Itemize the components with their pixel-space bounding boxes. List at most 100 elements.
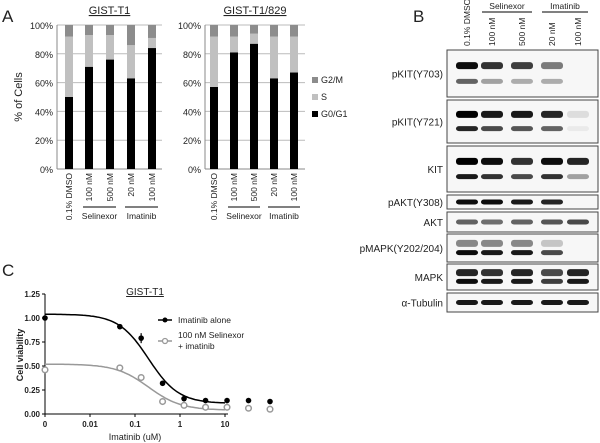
band bbox=[511, 250, 533, 256]
y-tick-label: 60% bbox=[35, 79, 53, 89]
blot-label: AKT bbox=[424, 218, 443, 229]
band bbox=[567, 278, 589, 284]
legend-marker bbox=[162, 317, 168, 323]
lane-label: 100 nM bbox=[487, 18, 497, 46]
chart-title: GIST-T1/829 bbox=[224, 5, 287, 17]
band bbox=[481, 157, 503, 165]
legend-label: 100 nM Selinexor bbox=[178, 330, 244, 340]
bar-segment-s bbox=[106, 35, 114, 60]
bar-segment-g2-m bbox=[250, 25, 258, 34]
blot-label: MAPK bbox=[415, 273, 444, 284]
band bbox=[541, 300, 563, 305]
band bbox=[481, 199, 503, 205]
bar-segment-g2-m bbox=[65, 25, 73, 37]
bar-segment-g2-m bbox=[230, 25, 238, 37]
blot-box bbox=[446, 99, 599, 144]
data-point bbox=[42, 315, 48, 321]
band bbox=[511, 157, 533, 165]
band bbox=[511, 126, 533, 132]
bar-segment-g0-g1 bbox=[106, 59, 114, 170]
dose-response-chart: GIST-T1 0.00 0.25 0.50 0.75 1.00 1.25 0 0.01 0.1 1… bbox=[15, 287, 274, 442]
bar-segment-g0-g1 bbox=[127, 78, 135, 169]
lane-label: 500 nM bbox=[517, 18, 527, 46]
bar-segment-g0-g1 bbox=[65, 97, 73, 169]
lane-label: 20 nM bbox=[547, 22, 557, 46]
bar-segment-s bbox=[250, 33, 258, 44]
panel-label-c: C bbox=[2, 261, 14, 280]
band bbox=[541, 110, 563, 118]
band bbox=[456, 174, 478, 180]
band bbox=[541, 126, 563, 132]
y-tick-label: 20% bbox=[35, 136, 53, 146]
band bbox=[511, 62, 533, 70]
band bbox=[456, 199, 478, 205]
x-tick-label: 0.1 bbox=[129, 420, 141, 429]
bar-segment-s bbox=[230, 36, 238, 53]
band bbox=[511, 110, 533, 118]
band bbox=[567, 110, 589, 118]
blot-box bbox=[446, 233, 599, 263]
category-label: 500 nM bbox=[249, 173, 259, 201]
data-point bbox=[202, 403, 210, 411]
x-tick-label: 0 bbox=[43, 420, 48, 429]
bar-segment-g2-m bbox=[85, 25, 93, 36]
y-tick-label: 1.25 bbox=[24, 290, 40, 299]
group-label: Selinexor bbox=[82, 211, 118, 221]
group-label: Imatinib bbox=[550, 1, 580, 11]
legend-label: G2/M bbox=[321, 75, 343, 85]
bar-segment-g0-g1 bbox=[290, 72, 298, 169]
band bbox=[541, 78, 563, 84]
data-point bbox=[245, 397, 252, 404]
bar-segment-g2-m bbox=[127, 25, 135, 46]
band bbox=[456, 62, 478, 70]
blot-box bbox=[446, 49, 599, 98]
band bbox=[481, 219, 503, 225]
band bbox=[511, 219, 533, 225]
data-point bbox=[266, 405, 274, 413]
band bbox=[481, 250, 503, 256]
chart-title: GIST-T1 bbox=[126, 287, 164, 298]
y-tick-label: 100% bbox=[178, 21, 201, 31]
lane-label: 100 nM bbox=[573, 18, 583, 46]
category-label: 500 nM bbox=[105, 173, 115, 201]
data-point bbox=[116, 364, 124, 372]
blot-label: pAKT(Y308) bbox=[388, 198, 443, 209]
bar-segment-g0-g1 bbox=[210, 86, 218, 169]
band bbox=[541, 219, 563, 225]
data-point bbox=[159, 380, 166, 387]
band bbox=[481, 269, 503, 277]
bar-chart-gist-t1-829: GIST-T1/829 0% 20% 40% 60% 80% 100% 0.1% DMSO 10… bbox=[178, 5, 348, 221]
data-point bbox=[137, 373, 145, 382]
x-tick-label: 1 bbox=[178, 420, 183, 429]
bar-ylabel: % of Cells bbox=[13, 72, 25, 122]
bar-segment-g2-m bbox=[210, 25, 218, 37]
bar-segment-s bbox=[85, 35, 93, 67]
blot-label: KIT bbox=[427, 165, 443, 176]
bar-segment-s bbox=[290, 36, 298, 73]
legend-swatch bbox=[312, 111, 318, 117]
blot-label: pKIT(Y721) bbox=[392, 118, 443, 129]
y-tick-label: 80% bbox=[35, 50, 53, 60]
x-axis-label: Imatinib (uM) bbox=[109, 432, 162, 442]
data-point bbox=[267, 398, 273, 405]
bar-segment-g2-m bbox=[106, 25, 114, 36]
band bbox=[481, 174, 503, 180]
bar-segment-g2-m bbox=[290, 25, 298, 37]
bar-segment-s bbox=[65, 36, 73, 97]
band bbox=[567, 157, 589, 165]
band bbox=[541, 62, 563, 70]
bar-segment-g2-m bbox=[270, 25, 278, 37]
data-point bbox=[117, 323, 123, 330]
data-point bbox=[224, 397, 230, 404]
blot-box bbox=[446, 145, 599, 193]
y-tick-label: 20% bbox=[183, 136, 201, 146]
x-tick-label: 10 bbox=[221, 420, 230, 429]
bar-segment-s bbox=[127, 45, 135, 79]
band bbox=[541, 278, 563, 284]
chart-title: GIST-T1 bbox=[89, 5, 131, 17]
category-label: 100 nM bbox=[289, 173, 299, 201]
band bbox=[567, 300, 589, 305]
band bbox=[511, 239, 533, 247]
x-tick-label: 0.01 bbox=[82, 420, 98, 429]
legend-label: + imatinib bbox=[178, 341, 215, 351]
